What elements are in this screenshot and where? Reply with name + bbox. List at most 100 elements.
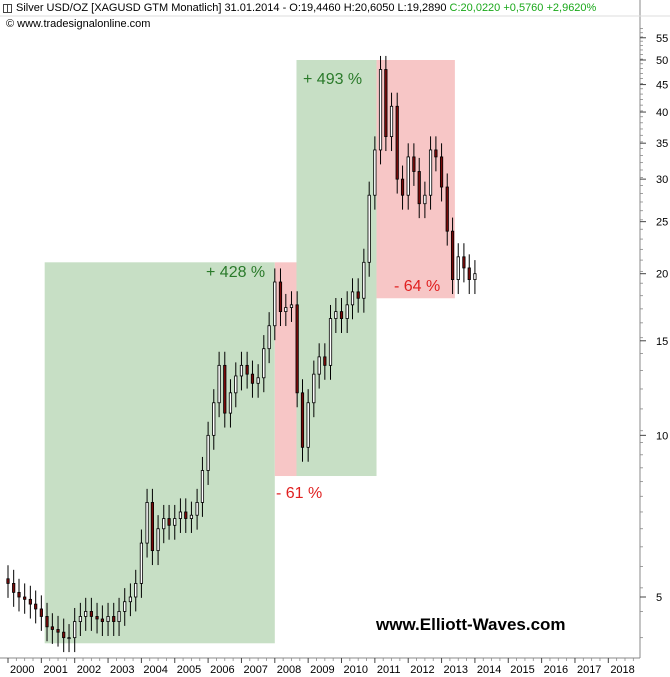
candle-27 [156, 515, 160, 566]
candle-20 [117, 597, 121, 637]
candle-body [306, 402, 310, 448]
candle-body [56, 629, 60, 633]
x-tick-label: 2001 [43, 664, 67, 676]
candle-21 [123, 588, 127, 626]
candle-72 [406, 143, 410, 210]
candle-body [23, 596, 27, 600]
candle-body [439, 156, 444, 188]
candle-0 [6, 565, 10, 598]
candle-body [17, 591, 21, 598]
candle-17 [100, 605, 104, 637]
candle-8 [50, 613, 54, 644]
candle-body [256, 377, 260, 384]
candle-body [428, 149, 433, 196]
candle-2 [17, 578, 21, 612]
x-tick-label: 2011 [377, 664, 401, 676]
candle-body [317, 356, 321, 375]
instrument-name: Silver USD/OZ [XAGUSD GTM Monatlich] [16, 2, 222, 14]
candle-60 [339, 298, 344, 333]
candle-42 [239, 351, 244, 391]
candle-18 [106, 602, 110, 637]
candle-body [312, 373, 316, 404]
candle-body [78, 616, 82, 622]
y-tick-label: 10 [656, 430, 668, 442]
y-tick-label: 25 [656, 217, 668, 229]
candle-19 [112, 602, 116, 637]
candle-body [50, 626, 54, 630]
candle-40 [228, 379, 233, 428]
candle-body [45, 616, 49, 628]
candle-3 [23, 583, 27, 614]
candle-58 [328, 304, 333, 380]
x-tick-label: 2004 [143, 664, 167, 676]
candle-69 [389, 92, 394, 152]
candle-76 [428, 136, 433, 210]
ohlc-values: - O:19,4460 H:20,6050 L:19,2890 [282, 2, 447, 14]
candle-body [234, 375, 238, 394]
candle-body [384, 69, 388, 138]
candle-6 [39, 595, 43, 631]
candle-61 [345, 291, 349, 333]
annotation-labels: + 428 % - 61 % + 493 % - 64 % [206, 71, 440, 502]
percent-boxes [44, 60, 455, 644]
candle-body [423, 194, 427, 205]
candle-15 [89, 597, 93, 631]
candle-body [173, 518, 177, 526]
candle-body [323, 356, 327, 366]
candle-body [378, 69, 383, 151]
candle-23 [134, 569, 138, 612]
candle-67 [378, 55, 383, 165]
y-tick-label: 40 [656, 107, 668, 119]
x-tick-label: 2016 [544, 664, 568, 676]
candle-26 [150, 488, 155, 566]
candle-body [228, 392, 233, 414]
candle-body [356, 291, 360, 299]
candle-16 [95, 602, 99, 634]
candle-body [223, 364, 227, 414]
candle-56 [317, 343, 321, 389]
candle-body [406, 156, 410, 196]
candle-body [189, 514, 194, 519]
candle-body [212, 402, 216, 436]
x-tick-label: 2005 [177, 664, 201, 676]
x-tick-label: 2009 [310, 664, 334, 676]
candle-body [117, 611, 121, 622]
candle-body [267, 325, 271, 350]
candle-44 [250, 360, 255, 398]
candle-body [34, 603, 38, 610]
candle-46 [262, 335, 266, 393]
candle-12 [73, 607, 77, 653]
candle-32 [184, 498, 188, 533]
candle-body [350, 291, 355, 306]
candle-body [134, 583, 138, 598]
candle-68 [384, 55, 388, 152]
candle-body [273, 281, 277, 327]
candle-82 [462, 243, 466, 283]
candle-81 [456, 243, 460, 295]
candle-29 [167, 504, 171, 540]
x-tick-label: 2008 [277, 664, 301, 676]
candle-10 [62, 618, 66, 653]
candle-body [112, 616, 116, 622]
move-label-3: - 64 % [394, 278, 440, 295]
candle-body [473, 273, 477, 280]
candle-11 [67, 624, 71, 653]
y-tick-label: 55 [656, 33, 668, 45]
candle-body [106, 616, 110, 622]
candle-45 [256, 364, 260, 398]
candle-5 [34, 590, 38, 624]
candle-body [150, 502, 155, 552]
candle-body [100, 618, 104, 622]
candle-body [95, 616, 99, 620]
watermark: www.Elliott-Waves.com [376, 615, 566, 634]
candle-body [445, 186, 449, 232]
candle-37 [212, 389, 216, 450]
candle-38 [217, 351, 221, 418]
candle-63 [356, 278, 360, 313]
y-tick-label: 30 [656, 174, 668, 186]
candle-body [145, 502, 149, 544]
candle-body [467, 267, 471, 280]
candle-53 [300, 379, 305, 462]
chart-settings-icon[interactable] [3, 4, 12, 13]
